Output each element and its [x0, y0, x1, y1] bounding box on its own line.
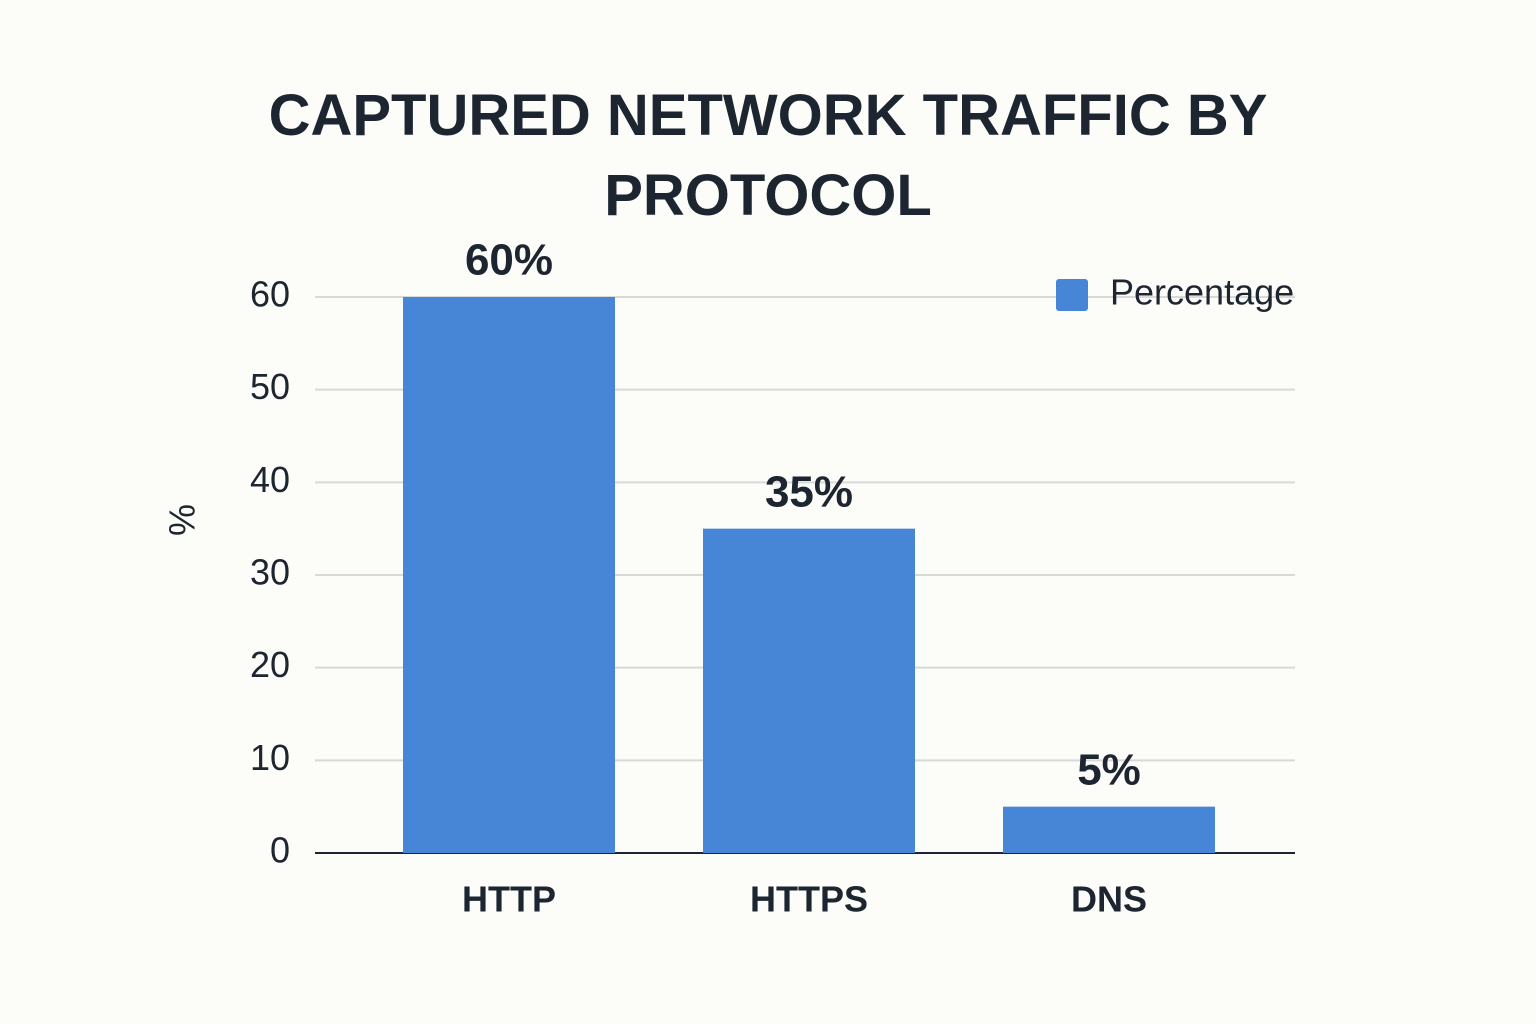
- bar: [403, 297, 615, 853]
- y-tick-label: 20: [250, 644, 290, 685]
- x-tick-label: HTTPS: [750, 879, 868, 920]
- legend-swatch: [1056, 279, 1088, 311]
- chart-title: CAPTURED NETWORK TRAFFIC BY PROTOCOL: [268, 83, 1268, 228]
- y-tick-label: 60: [250, 274, 290, 315]
- bar: [1003, 806, 1215, 853]
- bar: [703, 528, 915, 853]
- value-label: 60%: [465, 236, 553, 285]
- x-tick-label: DNS: [1071, 879, 1147, 920]
- legend-label: Percentage: [1110, 272, 1294, 313]
- y-tick-label: 0: [270, 830, 290, 871]
- value-label: 35%: [765, 467, 853, 516]
- value-label: 5%: [1077, 745, 1141, 794]
- x-tick-label: HTTP: [462, 879, 556, 920]
- y-tick-label: 50: [250, 366, 290, 407]
- y-tick-label: 30: [250, 552, 290, 593]
- y-axis-label: %: [162, 504, 203, 536]
- y-tick-label: 10: [250, 737, 290, 778]
- y-tick-label: 40: [250, 459, 290, 500]
